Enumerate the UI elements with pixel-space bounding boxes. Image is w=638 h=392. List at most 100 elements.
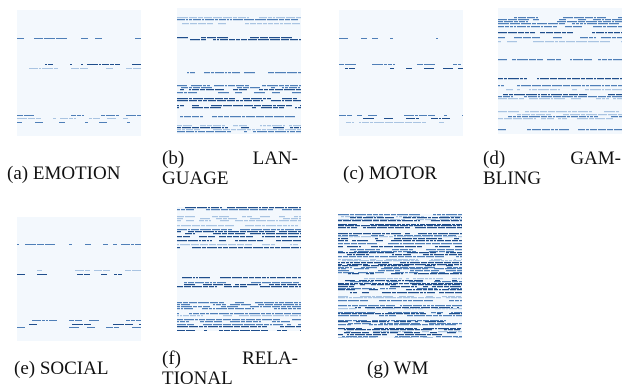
matrix-stripe-segment <box>404 283 409 285</box>
matrix-stripe-segment <box>299 216 301 218</box>
matrix-stripe-segment <box>287 131 289 133</box>
matrix-stripe-segment <box>80 68 88 69</box>
matrix-stripe-segment <box>208 207 210 209</box>
matrix-stripe-segment <box>370 281 373 283</box>
matrix-stripe-segment <box>177 107 179 109</box>
matrix-stripe-segment <box>84 324 91 325</box>
matrix-stripe-segment <box>616 94 622 96</box>
matrix-stripe-segment <box>346 328 355 330</box>
matrix-stripe-segment <box>431 259 433 261</box>
matrix-stripe-segment <box>208 326 218 328</box>
matrix-stripe-segment <box>235 302 244 304</box>
matrix-stripe-segment <box>227 207 235 209</box>
matrix-stripe-segment <box>440 216 449 218</box>
matrix-stripe-segment <box>451 220 459 222</box>
matrix-stripe-segment <box>440 320 443 322</box>
matrix-stripe-segment <box>407 329 414 331</box>
matrix-stripe-segment <box>513 116 516 118</box>
matrix-stripe-segment <box>412 240 415 242</box>
matrix-stripe-segment <box>600 41 610 43</box>
matrix-stripe-segment <box>354 259 361 261</box>
matrix-stripe-segment <box>437 323 446 325</box>
matrix-stripe-segment <box>235 308 244 310</box>
matrix-stripe-segment <box>207 125 212 127</box>
matrix-stripe-segment <box>608 32 613 34</box>
matrix-stripe-segment <box>299 286 301 288</box>
matrix-stripe-segment <box>446 297 450 299</box>
matrix-stripe-segment <box>362 323 371 325</box>
matrix-stripe-segment <box>107 118 116 119</box>
matrix-stripe-segment <box>402 331 412 333</box>
matrix-stripe-segment <box>260 216 270 218</box>
matrix-stripe-segment <box>373 214 378 216</box>
matrix-stripe-segment <box>338 308 348 310</box>
matrix-stripe-segment <box>219 313 229 315</box>
matrix-stripe-segment <box>206 319 215 321</box>
matrix-stripe-segment <box>434 254 444 256</box>
matrix-stripe-segment <box>382 262 389 264</box>
matrix-stripe-segment <box>365 268 369 270</box>
matrix-stripe-segment <box>558 89 560 91</box>
matrix-stripe-segment <box>400 321 406 323</box>
matrix-stripe-segment <box>450 273 459 275</box>
matrix-stripe-segment <box>412 284 417 286</box>
matrix-stripe-segment <box>392 254 394 256</box>
matrix-stripe-segment <box>181 87 188 89</box>
matrix-stripe-segment <box>300 233 301 235</box>
matrix-stripe-segment <box>368 280 370 282</box>
matrix-stripe-segment <box>350 292 352 294</box>
matrix-stripe-segment <box>357 240 368 242</box>
matrix-stripe-segment <box>410 324 421 326</box>
matrix-stripe-segment <box>394 321 399 323</box>
matrix-stripe-segment <box>434 235 442 237</box>
matrix-stripe-segment <box>425 278 428 280</box>
matrix-stripe-segment <box>282 240 292 242</box>
matrix-stripe-segment <box>338 300 347 302</box>
matrix-stripe-segment <box>183 315 189 317</box>
matrix-stripe-segment <box>231 129 236 131</box>
matrix-stripe-segment <box>177 240 187 242</box>
matrix-stripe-segment <box>541 96 552 98</box>
matrix-stripe-segment <box>338 315 349 317</box>
matrix-stripe-segment <box>225 225 234 227</box>
matrix-stripe-segment <box>251 330 260 331</box>
matrix-stripe-segment <box>431 272 438 274</box>
matrix-stripe-segment <box>262 236 264 238</box>
matrix-stripe-segment <box>84 274 90 275</box>
matrix-stripe-segment <box>403 216 407 218</box>
matrix-stripe-segment <box>281 284 286 286</box>
matrix-background <box>498 8 622 134</box>
matrix-stripe-segment <box>451 217 454 219</box>
matrix-stripe-segment <box>294 302 298 304</box>
matrix-stripe-segment <box>270 324 272 326</box>
matrix-stripe-segment <box>380 323 383 325</box>
matrix-stripe-segment <box>380 220 387 222</box>
matrix-stripe-segment <box>290 39 298 41</box>
caption-b-label: (b) <box>162 148 185 169</box>
matrix-stripe-segment <box>346 297 348 299</box>
matrix-stripe-segment <box>353 292 357 294</box>
matrix-stripe-segment <box>177 229 187 231</box>
matrix-stripe-segment <box>209 308 212 310</box>
matrix-stripe-segment <box>444 284 447 286</box>
matrix-stripe-segment <box>379 235 384 237</box>
matrix-stripe-segment <box>228 233 234 235</box>
matrix-stripe-segment <box>381 329 386 331</box>
matrix-stripe-segment <box>264 302 274 304</box>
matrix-stripe-segment <box>282 87 284 89</box>
matrix-stripe-segment <box>435 280 440 282</box>
matrix-stripe-segment <box>355 214 366 216</box>
matrix-stripe-segment <box>258 39 269 41</box>
matrix-stripe-segment <box>184 116 191 118</box>
matrix-stripe-segment <box>223 129 230 131</box>
matrix-stripe-segment <box>193 306 197 308</box>
matrix-stripe-segment <box>403 300 407 302</box>
matrix-stripe-segment <box>510 23 520 25</box>
matrix-stripe-segment <box>376 260 383 262</box>
matrix-stripe-segment <box>449 233 459 235</box>
matrix-stripe-segment <box>95 38 102 39</box>
matrix-stripe-segment <box>290 131 295 133</box>
matrix-stripe-segment <box>446 265 453 267</box>
matrix-stripe-segment <box>426 256 434 258</box>
matrix-stripe-segment <box>517 26 526 28</box>
